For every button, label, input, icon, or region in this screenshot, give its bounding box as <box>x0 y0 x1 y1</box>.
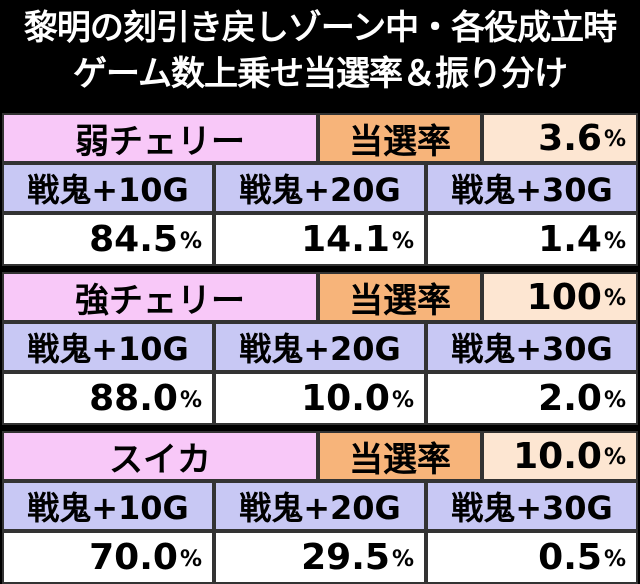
rate-label: 当選率 <box>318 431 482 481</box>
role-name: スイカ <box>2 431 318 481</box>
percent-sign: % <box>603 547 626 572</box>
column-header: 戦鬼+10G <box>2 163 214 213</box>
page-title-line1: 黎明の刻引き戻しゾーン中・各役成立時 <box>23 8 617 48</box>
column-header: 戦鬼+10G <box>2 322 214 372</box>
rate-number: 100 <box>526 276 602 318</box>
page-title-line2: ゲーム数上乗せ当選率＆振り分け <box>73 54 568 94</box>
value-number: 10.0 <box>301 378 390 419</box>
rate-value: 10.0% <box>482 431 638 481</box>
table-block-weak-cherry: 弱チェリー 当選率 3.6% 戦鬼+10G 戦鬼+20G 戦鬼+30G 84.5… <box>0 113 640 266</box>
column-header: 戦鬼+30G <box>426 163 638 213</box>
percent-sign: % <box>391 229 414 254</box>
rate-value: 100% <box>482 272 638 322</box>
percent-sign: % <box>603 127 626 152</box>
column-header: 戦鬼+20G <box>214 322 426 372</box>
percent-sign: % <box>179 547 202 572</box>
value-number: 84.5 <box>89 219 178 260</box>
percent-sign: % <box>391 547 414 572</box>
column-header: 戦鬼+20G <box>214 163 426 213</box>
column-header: 戦鬼+10G <box>2 481 214 531</box>
value-cell: 14.1% <box>214 213 426 266</box>
value-cell: 1.4% <box>426 213 638 266</box>
value-number: 0.5 <box>538 537 602 578</box>
column-header: 戦鬼+30G <box>426 481 638 531</box>
percent-sign: % <box>603 229 626 254</box>
role-name: 強チェリー <box>2 272 318 322</box>
value-number: 1.4 <box>538 219 602 260</box>
percent-sign: % <box>603 445 626 470</box>
value-cell: 10.0% <box>214 372 426 425</box>
value-number: 14.1 <box>301 219 390 260</box>
table-block-watermelon: スイカ 当選率 10.0% 戦鬼+10G 戦鬼+20G 戦鬼+30G 70.0%… <box>0 431 640 584</box>
value-number: 70.0 <box>89 537 178 578</box>
value-number: 29.5 <box>301 537 390 578</box>
percent-sign: % <box>603 388 626 413</box>
value-cell: 0.5% <box>426 531 638 584</box>
rate-label: 当選率 <box>318 272 482 322</box>
rate-value: 3.6% <box>482 113 638 163</box>
value-number: 88.0 <box>89 378 178 419</box>
percent-sign: % <box>603 286 626 311</box>
rate-number: 10.0 <box>513 435 602 477</box>
percent-sign: % <box>179 229 202 254</box>
column-header: 戦鬼+30G <box>426 322 638 372</box>
percent-sign: % <box>391 388 414 413</box>
value-cell: 29.5% <box>214 531 426 584</box>
role-name: 弱チェリー <box>2 113 318 163</box>
value-cell: 84.5% <box>2 213 214 266</box>
value-number: 2.0 <box>538 378 602 419</box>
value-cell: 70.0% <box>2 531 214 584</box>
value-cell: 2.0% <box>426 372 638 425</box>
value-cell: 88.0% <box>2 372 214 425</box>
rate-number: 3.6 <box>538 117 602 159</box>
table-block-strong-cherry: 強チェリー 当選率 100% 戦鬼+10G 戦鬼+20G 戦鬼+30G 88.0… <box>0 272 640 425</box>
column-header: 戦鬼+20G <box>214 481 426 531</box>
rate-label: 当選率 <box>318 113 482 163</box>
percent-sign: % <box>179 388 202 413</box>
